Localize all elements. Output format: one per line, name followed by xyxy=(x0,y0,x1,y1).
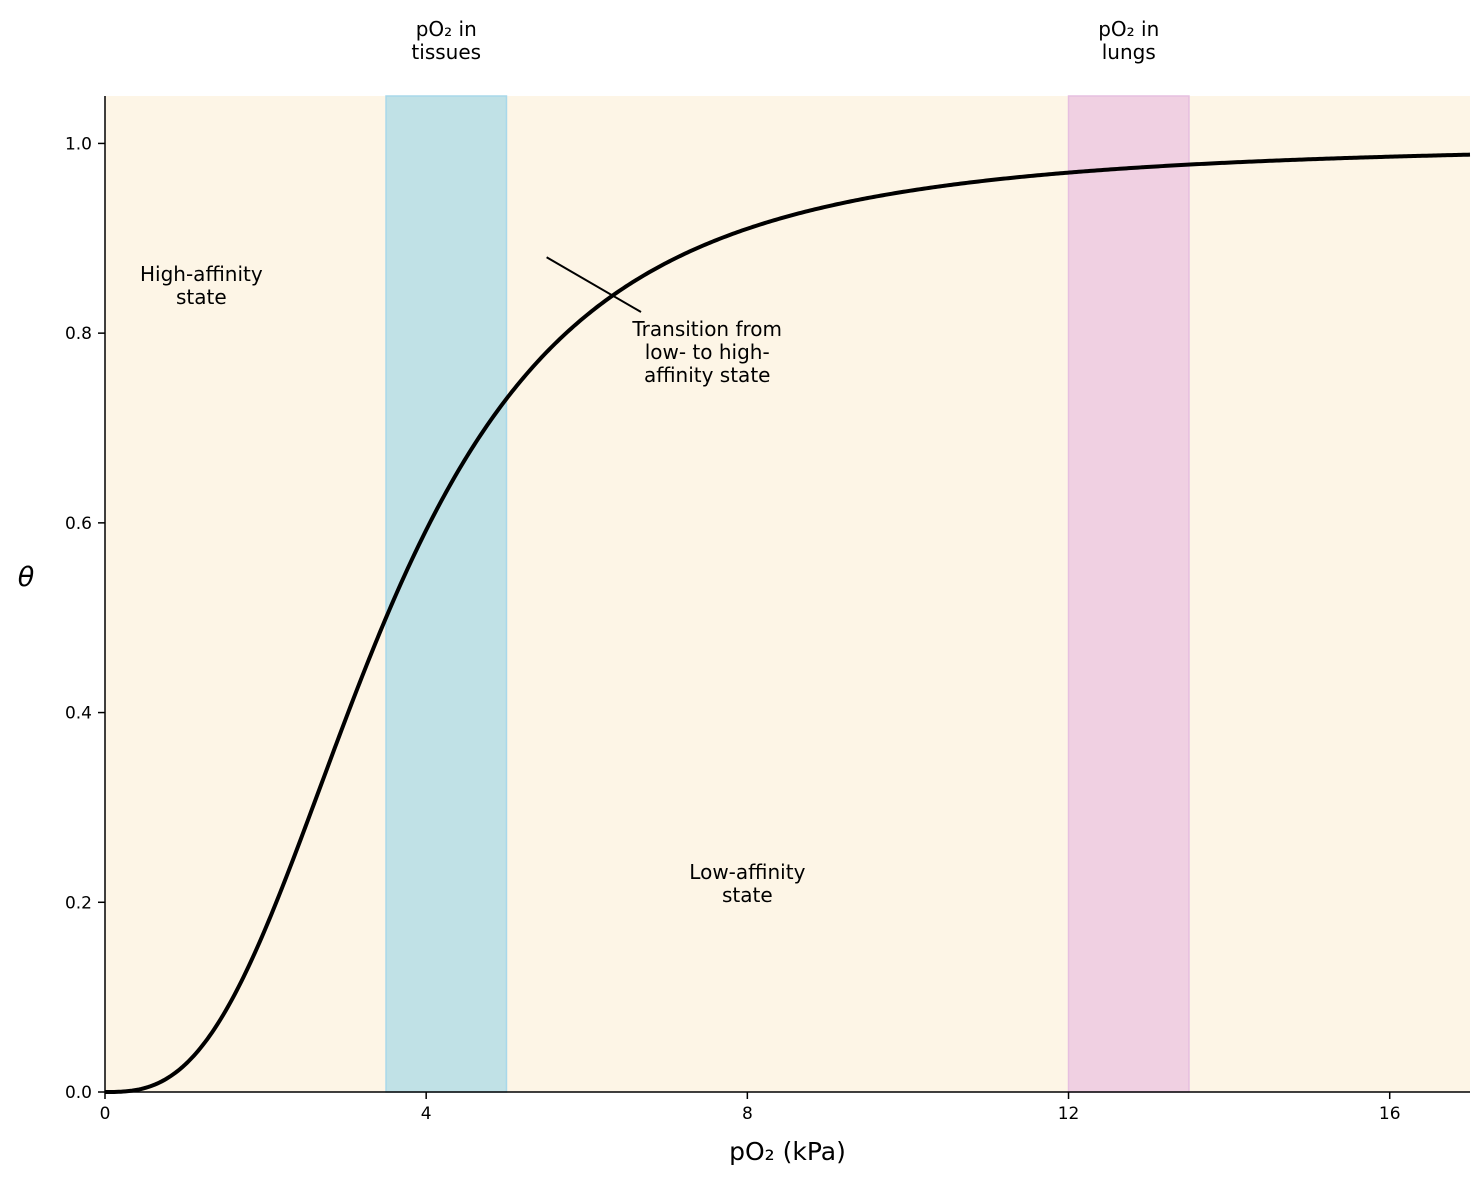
y-tick-label: 1.0 xyxy=(65,134,92,154)
x-tick-label: 16 xyxy=(1379,1104,1401,1124)
y-tick-label: 0.4 xyxy=(65,704,92,724)
x-tick-label: 12 xyxy=(1058,1104,1080,1124)
y-tick-label: 0.8 xyxy=(65,324,92,344)
plot-background xyxy=(105,96,1470,1092)
annotation-arrow-line xyxy=(546,256,642,313)
annotation-1-line-0: Low-affinity xyxy=(689,860,805,884)
band-label-1-line-1: lungs xyxy=(1102,40,1156,64)
annotation-2-line-0: Transition from xyxy=(631,317,782,341)
annotation-2-line-2: affinity state xyxy=(644,363,771,387)
x-tick-label: 0 xyxy=(100,1104,111,1124)
y-axis-label: θ xyxy=(18,562,35,593)
y-tick-label: 0.0 xyxy=(65,1083,92,1103)
saturation-curve xyxy=(105,152,1471,1094)
band-label-0-line-0: pO₂ in xyxy=(416,17,477,41)
shaded-band-0 xyxy=(385,95,508,1093)
annotation-1-line-1: state xyxy=(722,883,773,907)
x-tick-label: 8 xyxy=(742,1104,753,1124)
x-tick-label: 4 xyxy=(421,1104,432,1124)
x-axis-label: pO₂ (kPa) xyxy=(729,1137,846,1166)
band-label-1-line-0: pO₂ in xyxy=(1098,17,1159,41)
band-label-0-line-1: tissues xyxy=(411,40,481,64)
shaded-band-1 xyxy=(1067,95,1190,1093)
annotation-0-line-0: High-affinity xyxy=(140,262,263,286)
annotation-0-line-1: state xyxy=(176,285,227,309)
y-tick-label: 0.2 xyxy=(65,893,92,913)
annotation-2-line-1: low- to high- xyxy=(645,340,770,364)
y-tick-label: 0.6 xyxy=(65,514,92,534)
